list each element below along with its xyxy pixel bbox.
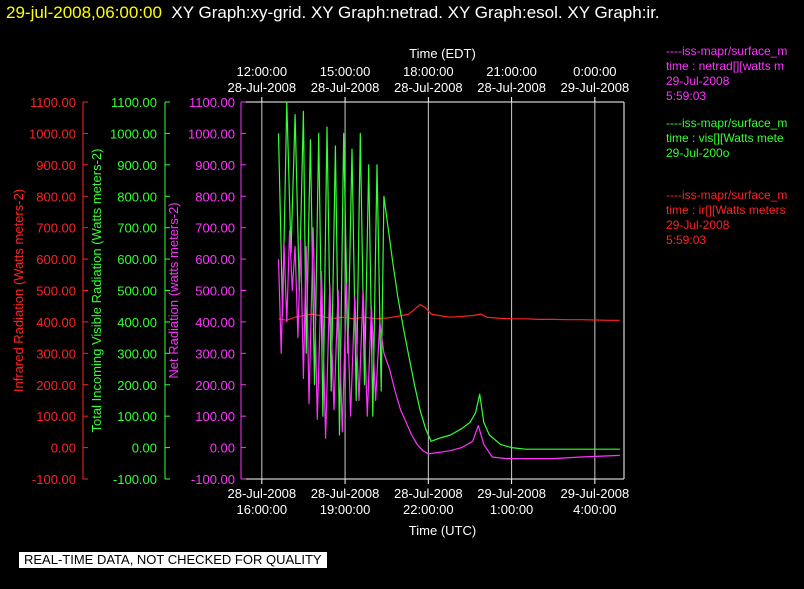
bottom-tick-label: 28-Jul-2008	[394, 486, 463, 501]
y-tick-label: 900.00	[117, 158, 157, 173]
top-tick-label: 0:00:00	[573, 64, 616, 79]
y-tick-label: 1100.00	[30, 95, 76, 110]
top-tick-label: 28-Jul-2008	[311, 80, 380, 95]
top-tick-label: 18:00:00	[403, 64, 454, 79]
series-line-ir	[278, 304, 620, 321]
top-tick-label: 15:00:00	[320, 64, 371, 79]
y-tick-label: 900.00	[36, 158, 76, 173]
y-tick-label: 600.00	[195, 252, 235, 267]
y-tick-label: 1000.00	[188, 126, 235, 141]
series-line-netrad	[277, 227, 620, 460]
radiation-chart: 12:00:0028-Jul-200815:00:0028-Jul-200818…	[11, 46, 630, 538]
top-tick-label: 29-Jul-2008	[561, 80, 630, 95]
legend-entry-line: ----iss-mapr/surface_m	[666, 116, 788, 130]
y-tick-label: 100.00	[195, 409, 235, 424]
top-tick-label: 21:00:00	[486, 64, 537, 79]
header-graph-titles: XY Graph:xy-grid. XY Graph:netrad. XY Gr…	[171, 3, 660, 22]
y-tick-label: 0.00	[51, 441, 76, 456]
legend-entry-line: ----iss-mapr/surface_m	[666, 188, 788, 202]
y-axis-title: Net Radiation (watts meters-2)	[166, 202, 181, 378]
bottom-tick-label: 16:00:00	[237, 502, 288, 517]
y-tick-label: 1000.00	[29, 126, 76, 141]
legend-entry: ----iss-mapr/surface_m time : vis[][Watts…	[666, 116, 804, 161]
series-line-vis	[277, 101, 620, 450]
y-tick-label: 1100.00	[189, 95, 235, 110]
y-tick-label: 500.00	[195, 284, 235, 299]
top-tick-label: 28-Jul-2008	[227, 80, 296, 95]
bottom-tick-label: 1:00:00	[490, 502, 533, 517]
top-tick-label: 28-Jul-2008	[394, 80, 463, 95]
bottom-axis-title: Time (UTC)	[409, 523, 476, 538]
y-tick-label: 1100.00	[111, 95, 157, 110]
y-tick-label: 300.00	[195, 346, 235, 361]
y-tick-label: 700.00	[195, 221, 235, 236]
y-tick-label: 300.00	[36, 346, 76, 361]
y-tick-label: -100.00	[191, 472, 235, 487]
y-axis-title: Infrared Radiation (Watts meters-2)	[11, 189, 26, 392]
bottom-tick-label: 29-Jul-2008	[561, 486, 630, 501]
y-tick-label: 800.00	[117, 189, 157, 204]
y-tick-label: 400.00	[195, 315, 235, 330]
y-tick-label: 700.00	[36, 221, 76, 236]
bottom-tick-label: 28-Jul-2008	[227, 486, 296, 501]
top-tick-label: 28-Jul-2008	[477, 80, 546, 95]
y-tick-label: 0.00	[132, 441, 157, 456]
y-tick-label: -100.00	[32, 472, 76, 487]
y-tick-label: 100.00	[36, 409, 76, 424]
bottom-tick-label: 19:00:00	[320, 502, 371, 517]
y-tick-label: 600.00	[36, 252, 76, 267]
legend-entry-line: time : ir[][Watts meters	[666, 203, 786, 217]
y-tick-label: 0.00	[210, 441, 235, 456]
legend-entry-line: time : vis[][Watts mete	[666, 131, 784, 145]
y-tick-label: 300.00	[117, 346, 157, 361]
bottom-tick-label: 22:00:00	[403, 502, 454, 517]
y-tick-label: 900.00	[195, 158, 235, 173]
y-tick-label: 500.00	[117, 284, 157, 299]
header: 29-jul-2008,06:00:00 XY Graph:xy-grid. X…	[6, 2, 660, 24]
y-tick-label: 100.00	[117, 409, 157, 424]
bottom-tick-label: 28-Jul-2008	[311, 486, 380, 501]
y-tick-label: 400.00	[117, 315, 157, 330]
legend-entry-line: 29-Jul-2008	[666, 74, 730, 88]
y-tick-label: 200.00	[36, 378, 76, 393]
bottom-tick-label: 29-Jul-2008	[477, 486, 546, 501]
top-axis-title: Time (EDT)	[409, 46, 476, 61]
y-tick-label: 400.00	[36, 315, 76, 330]
legend-entry-line: 5:59:03	[666, 233, 707, 247]
legend-entry-line: ----iss-mapr/surface_m	[666, 44, 788, 58]
bottom-tick-label: 4:00:00	[573, 502, 616, 517]
y-tick-label: 500.00	[36, 284, 76, 299]
y-tick-label: 700.00	[117, 221, 157, 236]
y-tick-label: 800.00	[36, 189, 76, 204]
y-tick-label: 800.00	[195, 189, 235, 204]
legend-entry-line: 29-Jul-2008	[666, 218, 730, 232]
legend-entry-line: 29-Jul-200o	[666, 146, 730, 160]
y-tick-label: 200.00	[195, 378, 235, 393]
legend-entry: ----iss-mapr/surface_m time : netrad[][wa…	[666, 44, 804, 104]
legend-entry: ----iss-mapr/surface_m time : ir[][Watts …	[666, 188, 804, 248]
legend-entry-line: time : netrad[][watts m	[666, 59, 785, 73]
y-tick-label: -100.00	[113, 472, 157, 487]
y-tick-label: 1000.00	[110, 126, 157, 141]
top-tick-label: 12:00:00	[237, 64, 288, 79]
y-tick-label: 600.00	[117, 252, 157, 267]
y-tick-label: 200.00	[117, 378, 157, 393]
y-axis-title: Total Incoming Visible Radiation (Watts …	[89, 149, 104, 433]
legend-entry-line: 5:59:03	[666, 89, 707, 103]
quality-notice: REAL-TIME DATA, NOT CHECKED FOR QUALITY	[19, 552, 327, 568]
header-timestamp: 29-jul-2008,06:00:00	[6, 3, 162, 22]
